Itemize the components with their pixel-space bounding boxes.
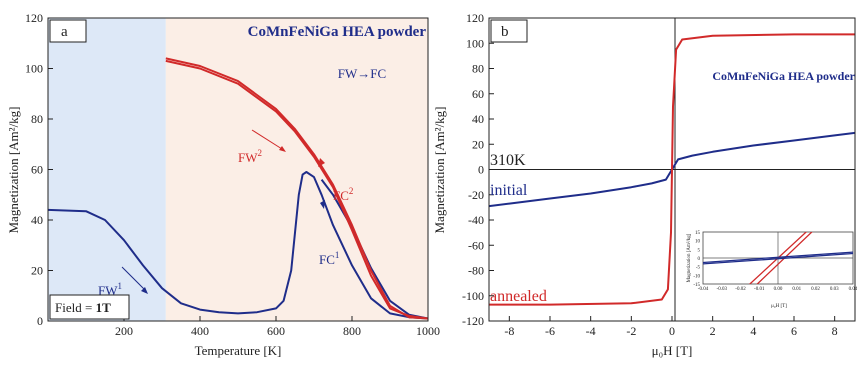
inset-series-initial-down [703,252,853,265]
panel-a-frame [47,17,429,322]
panel-b-xlabel: μ₀H [T] [652,343,693,358]
inset-x-tick-label: 0.03 [830,287,839,292]
panel-b-series-annealed [489,33,855,306]
y-tick-label: 60 [472,87,484,101]
inset-y-tick-label: 0 [698,257,701,262]
warm-region-cold-shade [48,18,166,321]
panel-a-label: a [61,24,68,40]
x-tick-label: 0 [669,324,675,338]
field-label: Field = 1T [55,300,111,315]
panel-b-ylabel: Magnetization [Am²/kg] [432,106,447,233]
y-tick-label: 100 [466,36,484,50]
y-tick-label: 60 [31,163,43,177]
fc2-label: FC2 [333,186,353,203]
x-tick-label: 8 [832,324,838,338]
y-tick-label: 100 [25,62,43,76]
y-tick-label: 20 [31,264,43,278]
panel-a-ticks: 200 400 600 800 1000 0 20 40 60 80 100 120 [25,11,440,338]
y-tick-label: 20 [472,137,484,151]
inset-y-tick-label: 10 [695,240,701,245]
x-tick-label: 2 [710,324,716,338]
panel-b-curves [489,33,855,306]
panel-b: -8 -6 -4 -2 0 2 4 6 8-120-100-80-60-40-200204060… [432,11,857,358]
x-tick-label: 1000 [416,324,440,338]
field-label-box [49,294,130,320]
inset-x-tick-label: 0.00 [774,287,783,292]
x-tick-label: -6 [545,324,555,338]
panel-a-ylabel: Magnetization [Am²/kg] [6,106,21,233]
x-tick-label: -2 [626,324,636,338]
x-tick-label: 6 [791,324,797,338]
y-tick-label: -120 [462,314,484,328]
y-tick-label: 80 [472,62,484,76]
y-tick-label: 120 [466,11,484,25]
series-label-initial: initial [490,182,528,199]
inset-curves [703,232,853,284]
y-tick-label: 0 [478,163,484,177]
fw1-arrow-icon [121,266,148,294]
inset-x-tick-label: -0.02 [735,287,746,292]
panel-a-curves [48,57,428,320]
panel-a-series-fw1 [48,171,428,320]
panel-b-frame [488,17,856,322]
warm-region-hot-shade [165,18,429,321]
panel-b-label-box [490,19,528,43]
inset-series-initial-up [703,251,853,264]
panel-a-xlabel: Temperature [K] [195,343,282,358]
y-tick-label: 40 [31,213,43,227]
inset-x-tick-label: 0.02 [811,287,820,292]
x-tick-label: 800 [343,324,361,338]
x-tick-label: 600 [267,324,285,338]
inset-xlabel: μ₀H [T] [771,304,787,309]
y-tick-label: -80 [468,264,484,278]
panel-b-ticks: -8 -6 -4 -2 0 2 4 6 8-120-100-80-60-40-200204060… [462,11,838,338]
fc2-arrow-icon [318,158,325,167]
x-tick-label: 200 [115,324,133,338]
x-tick-label: -8 [504,324,514,338]
inset-plot: -0.04 -0.03 -0.02 -0.01 0.00 0.01 0.02 0.03 0.04… [686,231,857,309]
protocol-label: FW→FC [338,66,386,81]
x-tick-label: 4 [750,324,756,338]
inset-y-tick-label: 15 [695,231,701,236]
y-tick-label: 40 [472,112,484,126]
panel-a-series-fw2 [165,57,428,320]
panel-a-title: CoMnFeNiGa HEA powder [248,24,427,40]
temperature-label: 310K [490,152,526,169]
fw1-label: FW1 [98,281,122,298]
inset-x-tick-label: -0.04 [698,287,709,292]
y-tick-label: -60 [468,238,484,252]
inset-x-tick-label: -0.03 [717,287,728,292]
inset-series-annealed-up [748,232,808,284]
fc1-arrow-icon [320,200,325,209]
inset-x-tick-label: 0.01 [792,287,801,292]
panel-b-label: b [501,24,509,40]
inset-x-tick-label: 0.04 [849,287,857,292]
inset-x-tick-label: -0.01 [754,287,765,292]
inset-y-tick-label: -5 [696,266,701,271]
panel-a-series-fc2 [165,59,428,320]
panel-a-label-box [49,19,87,43]
y-tick-label: -40 [468,213,484,227]
series-label-annealed: annealed [490,288,547,305]
inset-ylabel: Magnetization [Am²/kg] [686,233,692,282]
inset-y-tick-label: -10 [693,274,700,279]
y-tick-label: 120 [25,11,43,25]
fw2-label: FW2 [238,148,262,165]
panel-a: 200 400 600 800 1000 0 20 40 60 80 100 120 a CoMnFe… [6,11,440,358]
y-tick-label: 80 [31,112,43,126]
x-tick-label: -4 [586,324,596,338]
fw2-arrow-icon [251,129,286,152]
fc1-label: FC1 [319,250,339,267]
panel-b-title: CoMnFeNiGa HEA powder [712,69,855,83]
y-tick-label: -100 [462,289,484,303]
inset-y-tick-label: -15 [693,283,700,288]
y-tick-label: 0 [37,314,43,328]
inset-y-tick-label: 5 [698,248,701,253]
x-tick-label: 400 [191,324,209,338]
y-tick-label: -20 [468,188,484,202]
